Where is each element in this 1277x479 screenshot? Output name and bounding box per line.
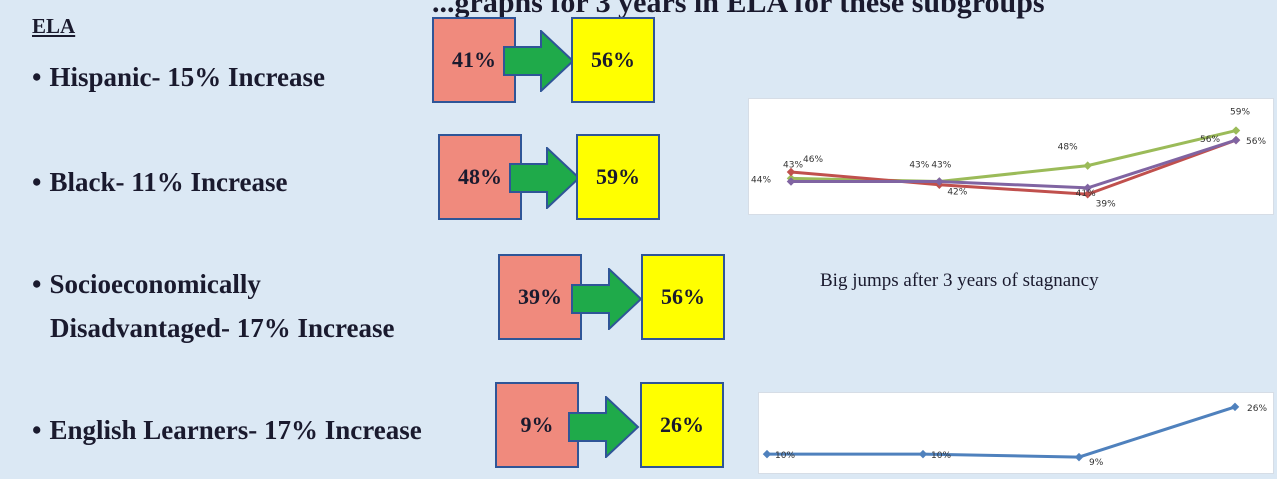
bullet-dot: • <box>32 167 42 197</box>
data-label: 41% <box>1076 189 1096 199</box>
data-label: 43% <box>783 161 803 171</box>
data-label: 59% <box>1230 108 1250 118</box>
data-label: 9% <box>1089 458 1104 468</box>
line-chart-english-learners: 10% 10% 9% 26% <box>758 392 1274 474</box>
data-label: 43% <box>909 161 929 171</box>
bullet-dot: • <box>32 269 42 299</box>
bullet-english-learners: • English Learners- 17% Increase <box>32 412 422 448</box>
data-point <box>1230 402 1240 412</box>
bullet-dot: • <box>32 415 42 445</box>
data-point <box>1231 126 1241 135</box>
english-learners-after-box: 26% <box>640 382 724 468</box>
bullet-black: • Black- 11% Increase <box>32 164 287 200</box>
bullet-black-label: Black- 11% Increase <box>49 167 288 197</box>
data-label: 10% <box>775 451 795 461</box>
data-label: 10% <box>931 451 951 461</box>
data-point <box>1083 161 1092 170</box>
bullet-english-learners-label: English Learners- 17% Increase <box>49 415 422 445</box>
series-line-1 <box>790 138 1237 196</box>
slide-title-fragment: ...graphs for 3 years in ELA for these s… <box>432 0 1045 19</box>
black-arrow-icon <box>509 147 581 209</box>
bullet-hispanic: • Hispanic- 15% Increase <box>32 59 325 95</box>
data-point <box>935 177 944 186</box>
data-label: 48% <box>1058 143 1078 153</box>
data-label: 43% <box>931 161 951 171</box>
data-point <box>762 449 772 459</box>
black-after-box: 59% <box>576 134 660 220</box>
hispanic-before-box: 41% <box>432 17 516 103</box>
data-label: 26% <box>1247 404 1267 414</box>
bullet-socioeconomic: • Socioeconomically <box>32 266 261 302</box>
hispanic-after-box: 56% <box>571 17 655 103</box>
data-point <box>918 449 928 459</box>
data-point <box>1074 452 1084 462</box>
data-label: 44% <box>751 175 771 185</box>
data-label: 46% <box>803 155 823 165</box>
bullet-socioeconomic-label-line2: Disadvantaged- 17% Increase <box>50 313 395 343</box>
line-chart-subgroups: 44% 43% 48% 59% 46% 42% 39% 56% 43% 43% 41% 56% <box>748 98 1274 215</box>
data-label: 56% <box>1246 137 1266 147</box>
hispanic-arrow-icon <box>503 30 575 92</box>
socioeconomic-after-box: 56% <box>641 254 725 340</box>
bullet-hispanic-label: Hispanic- 15% Increase <box>49 62 325 92</box>
ela-heading: ELA <box>32 14 76 38</box>
series-line-2 <box>791 138 1237 190</box>
english-learners-before-box: 9% <box>495 382 579 468</box>
data-label: 42% <box>947 188 967 198</box>
english-learners-arrow-icon <box>568 396 640 458</box>
data-label: 56% <box>1200 135 1220 145</box>
bullet-socioeconomic-label-line1: Socioeconomically <box>49 269 261 299</box>
socioeconomic-before-box: 39% <box>498 254 582 340</box>
bullet-socioeconomic-line2: Disadvantaged- 17% Increase <box>50 310 395 346</box>
data-label: 39% <box>1096 199 1116 209</box>
line-chart-subgroups-svg: 44%43%48%59%46%42%39%56%43% 43%41%56% <box>751 108 1266 210</box>
line-chart-english-learners-svg: 10% 10% 9% 26% <box>762 402 1267 468</box>
series-line-0 <box>790 129 1237 184</box>
bullet-dot: • <box>32 62 42 92</box>
series-line-0 <box>767 405 1236 459</box>
chart-caption: Big jumps after 3 years of stagnancy <box>820 270 1099 291</box>
data-point <box>1231 135 1241 145</box>
socioeconomic-arrow-icon <box>571 268 643 330</box>
